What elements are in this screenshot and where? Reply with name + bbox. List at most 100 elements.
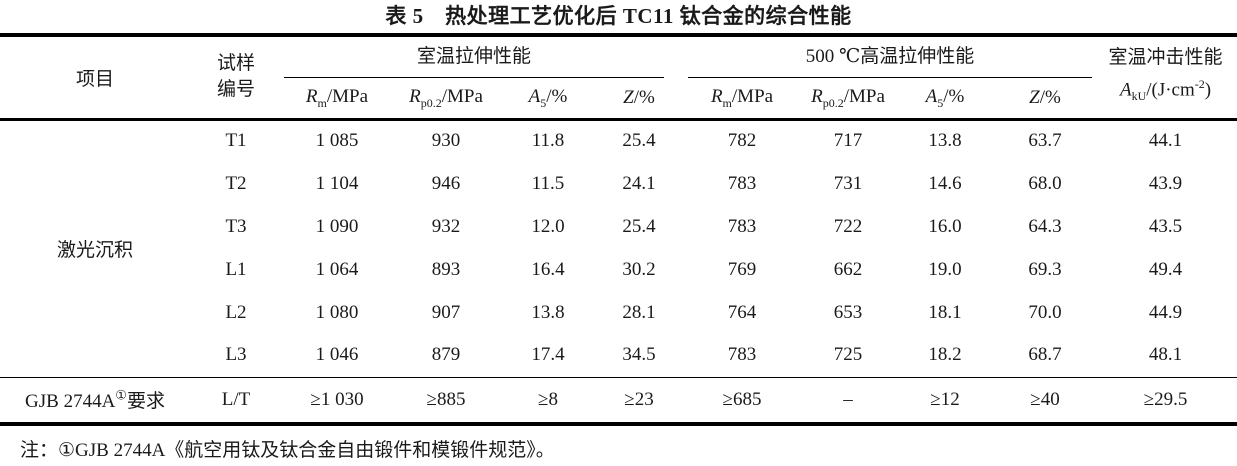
requirement-row: GJB 2744A①要求 L/T ≥1 030 ≥885 ≥8 ≥23 ≥685… <box>0 377 1237 424</box>
header-rm-500: Rm/MPa <box>710 85 774 110</box>
formula-subscript: kU <box>1131 89 1147 104</box>
formula-superscript: -2 <box>1194 77 1205 92</box>
value-cell: 11.8 <box>531 130 565 152</box>
value-cell: 14.6 <box>928 172 962 194</box>
value-cell: 48.1 <box>1148 344 1183 366</box>
table-row: T2 1 104 946 11.5 24.1 783 731 14.6 68.0… <box>0 162 1237 205</box>
value-cell: 43.9 <box>1148 172 1183 194</box>
value-cell: 1 064 <box>315 258 359 280</box>
value-cell: 30.2 <box>622 258 656 280</box>
table-row: L3 1 046 879 17.4 34.5 783 725 18.2 68.7… <box>0 334 1237 377</box>
header-rp02-500: Rp0.2/MPa <box>811 85 885 110</box>
properties-table: 项目 试样 编号 室温拉伸性能 500 ℃高温拉伸性能 室温冲击性能 AkU/(… <box>0 33 1237 426</box>
sample-id-cell: L1 <box>225 258 247 280</box>
header-row-groups: 项目 试样 编号 室温拉伸性能 500 ℃高温拉伸性能 室温冲击性能 AkU/(… <box>0 35 1237 104</box>
value-cell: 70.0 <box>1028 301 1062 323</box>
sample-id-cell: L2 <box>225 301 247 323</box>
value-cell: 28.1 <box>622 301 656 323</box>
value-cell: 19.0 <box>928 258 962 280</box>
value-cell: 68.7 <box>1028 344 1062 366</box>
value-cell: 24.1 <box>622 172 656 194</box>
table-row: 激光沉积 T1 1 085 930 11.8 25.4 782 717 13.8… <box>0 119 1237 261</box>
group-room-tensile-label: 室温拉伸性能 <box>284 39 665 78</box>
value-cell: 932 <box>431 215 461 237</box>
header-sample-line2: 编号 <box>216 79 255 101</box>
sample-id-cell: T2 <box>225 172 247 194</box>
value-cell: 893 <box>431 258 461 280</box>
value-cell: ≥1 030 <box>310 388 364 410</box>
formula-symbol: A <box>1119 79 1132 101</box>
value-cell: ≥23 <box>624 388 654 410</box>
header-sample-line1: 试样 <box>216 53 255 75</box>
value-cell: 717 <box>833 130 863 152</box>
value-cell: 13.8 <box>531 301 565 323</box>
header-project: 项目 <box>75 68 114 90</box>
value-cell: 34.5 <box>622 344 656 366</box>
value-cell: ≥12 <box>930 388 960 410</box>
value-cell: ≥8 <box>538 388 558 410</box>
value-cell: 1 085 <box>315 130 359 152</box>
value-cell: 782 <box>727 130 757 152</box>
value-cell: 930 <box>431 130 461 152</box>
value-cell: 69.3 <box>1028 258 1062 280</box>
requirement-label-cell: GJB 2744A①要求 <box>0 377 190 424</box>
value-cell: 653 <box>833 301 863 323</box>
value-cell: 44.9 <box>1148 301 1183 323</box>
header-rm-room: Rm/MPa <box>305 85 369 110</box>
value-cell: 16.0 <box>928 215 962 237</box>
value-cell: 783 <box>727 215 757 237</box>
header-z-room: Z/% <box>623 87 655 109</box>
requirement-label-post: 要求 <box>126 391 165 413</box>
value-cell: 1 080 <box>315 301 359 323</box>
value-cell: 13.8 <box>928 130 962 152</box>
table-row: L1 1 064 893 16.4 30.2 769 662 19.0 69.3… <box>0 248 1237 291</box>
footnote-marker: ① <box>115 387 127 403</box>
header-group-room-tensile: 室温拉伸性能 <box>282 35 682 79</box>
requirement-section: GJB 2744A①要求 L/T ≥1 030 ≥885 ≥8 ≥23 ≥685… <box>0 377 1237 424</box>
value-cell: 25.4 <box>622 130 656 152</box>
value-cell: 63.7 <box>1028 130 1062 152</box>
value-cell: 43.5 <box>1148 215 1183 237</box>
impact-formula: AkU/(J·cm-2) <box>1094 71 1237 109</box>
value-cell: 18.2 <box>928 344 962 366</box>
impact-label: 室温冲击性能 <box>1108 47 1223 69</box>
value-cell: 17.4 <box>531 344 565 366</box>
header-rp02-room: Rp0.2/MPa <box>409 85 483 110</box>
value-cell: ≥29.5 <box>1143 388 1188 410</box>
value-cell: 64.3 <box>1028 215 1062 237</box>
value-cell: 946 <box>431 172 461 194</box>
value-cell: – <box>843 388 853 410</box>
table-header: 项目 试样 编号 室温拉伸性能 500 ℃高温拉伸性能 室温冲击性能 AkU/(… <box>0 35 1237 119</box>
table-footnote: 注：①GJB 2744A《航空用钛及钛合金自由锻件和模锻件规范》。 <box>20 440 555 461</box>
value-cell: 16.4 <box>531 258 565 280</box>
value-cell: ≥40 <box>1030 388 1060 410</box>
value-cell: 907 <box>431 301 461 323</box>
value-cell: 49.4 <box>1148 258 1183 280</box>
header-impact: 室温冲击性能 AkU/(J·cm-2) <box>1094 35 1237 119</box>
table-title: 表 5 热处理工艺优化后 TC11 钛合金的综合性能 <box>385 4 852 28</box>
value-cell: 764 <box>727 301 757 323</box>
value-cell: 769 <box>727 258 757 280</box>
value-cell: 722 <box>833 215 863 237</box>
project-group-cell: 激光沉积 <box>56 240 133 261</box>
header-sample-id: 试样 编号 <box>190 35 282 119</box>
sample-id-cell: T1 <box>225 130 247 152</box>
value-cell: 68.0 <box>1028 172 1062 194</box>
header-group-high-temp-tensile: 500 ℃高温拉伸性能 <box>682 35 1094 79</box>
value-cell: 1 046 <box>315 344 359 366</box>
value-cell: 44.1 <box>1148 130 1183 152</box>
requirement-label-pre: GJB 2744A <box>25 391 116 413</box>
table-row: T3 1 090 932 12.0 25.4 783 722 16.0 64.3… <box>0 205 1237 248</box>
value-cell: ≥685 <box>722 388 762 410</box>
value-cell: 1 104 <box>315 172 359 194</box>
value-cell: 662 <box>833 258 863 280</box>
value-cell: 783 <box>727 172 757 194</box>
header-row-subcolumns: Rm/MPa Rp0.2/MPa A5/% Z/% Rm/MPa Rp0.2/M… <box>0 79 1237 119</box>
sample-id-cell: L/T <box>221 388 251 410</box>
value-cell: ≥885 <box>426 388 466 410</box>
value-cell: 731 <box>833 172 863 194</box>
table-row: L2 1 080 907 13.8 28.1 764 653 18.1 70.0… <box>0 291 1237 334</box>
formula-unit: /(J·cm <box>1146 79 1195 101</box>
header-a5-500: A5/% <box>925 85 965 110</box>
